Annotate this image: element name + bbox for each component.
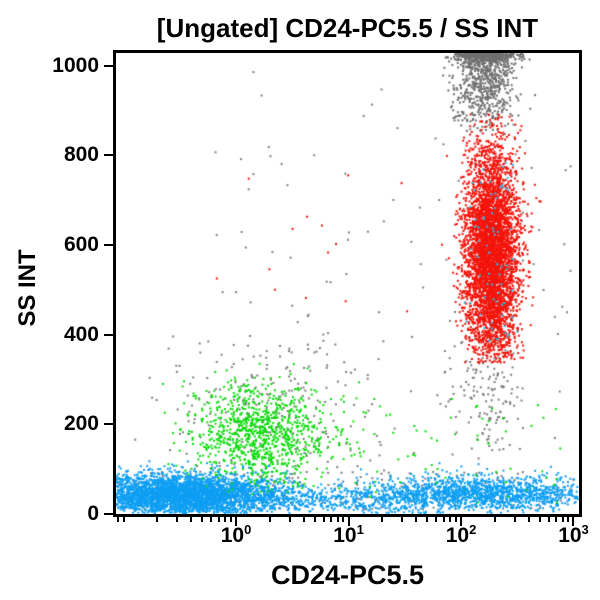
scatter-dot-canvas[interactable]	[116, 53, 579, 514]
x-tick-label: 101	[333, 522, 364, 547]
x-axis-minor-tick	[567, 517, 570, 522]
x-tick-label: 100	[220, 522, 252, 547]
x-axis-minor-tick	[527, 517, 530, 522]
x-axis-minor-tick	[538, 517, 541, 522]
x-axis-major-tick	[572, 517, 575, 526]
y-axis-tick	[104, 513, 113, 515]
x-axis-minor-tick	[449, 517, 452, 522]
y-axis-tick	[104, 64, 113, 67]
x-axis-minor-tick	[435, 517, 438, 522]
x-tick-label: 102	[445, 522, 477, 547]
plot-title: [Ungated] CD24-PC5.5 / SS INT	[156, 13, 539, 43]
x-tick-label: 103	[558, 522, 589, 547]
x-axis-minor-tick	[156, 517, 159, 522]
x-axis-minor-tick	[190, 517, 193, 522]
x-axis-minor-tick	[555, 517, 558, 522]
x-axis-minor-tick	[268, 517, 271, 522]
x-axis-minor-tick	[117, 517, 120, 522]
x-axis-minor-tick	[401, 517, 404, 522]
y-axis-label: SS INT	[14, 249, 41, 327]
x-axis-minor-tick	[381, 517, 384, 522]
x-axis-minor-tick	[513, 517, 516, 522]
x-axis-minor-tick	[288, 517, 291, 522]
y-axis-tick	[104, 154, 113, 157]
x-axis-minor-tick	[561, 517, 564, 522]
y-tick-label: 1000	[52, 53, 99, 77]
x-axis-minor-tick	[547, 517, 550, 522]
x-axis-minor-tick	[415, 517, 418, 522]
y-tick-label: 0	[87, 502, 99, 525]
x-axis-minor-tick	[426, 517, 429, 522]
y-axis-tick	[104, 423, 113, 426]
y-axis-tick	[104, 243, 113, 246]
x-axis-major-tick	[347, 517, 350, 526]
y-tick-label: 600	[63, 232, 99, 256]
x-axis-label: CD24-PC5.5	[270, 560, 425, 590]
y-axis-tick	[104, 333, 113, 336]
x-axis-minor-tick	[454, 517, 457, 522]
plot-area[interactable]	[113, 50, 582, 517]
x-axis-minor-tick	[342, 517, 345, 522]
x-axis-minor-tick	[176, 517, 179, 522]
x-axis-major-tick	[235, 517, 238, 526]
x-axis-minor-tick	[493, 517, 496, 522]
x-axis-minor-tick	[313, 517, 316, 522]
x-axis-minor-tick	[201, 517, 204, 522]
x-axis-minor-tick	[210, 517, 213, 522]
x-axis-minor-tick	[336, 517, 339, 522]
y-tick-label: 400	[63, 322, 99, 346]
x-axis-minor-tick	[224, 517, 227, 522]
x-axis-minor-tick	[330, 517, 333, 522]
x-axis-major-tick	[460, 517, 462, 526]
x-axis-minor-tick	[217, 517, 220, 522]
y-tick-label: 200	[63, 412, 99, 436]
x-axis-minor-tick	[442, 517, 445, 522]
x-axis-minor-tick	[302, 517, 305, 522]
x-axis-minor-tick	[122, 517, 125, 522]
x-axis-minor-tick	[229, 517, 232, 522]
x-axis-minor-tick	[322, 517, 325, 522]
y-tick-label: 800	[63, 143, 99, 167]
